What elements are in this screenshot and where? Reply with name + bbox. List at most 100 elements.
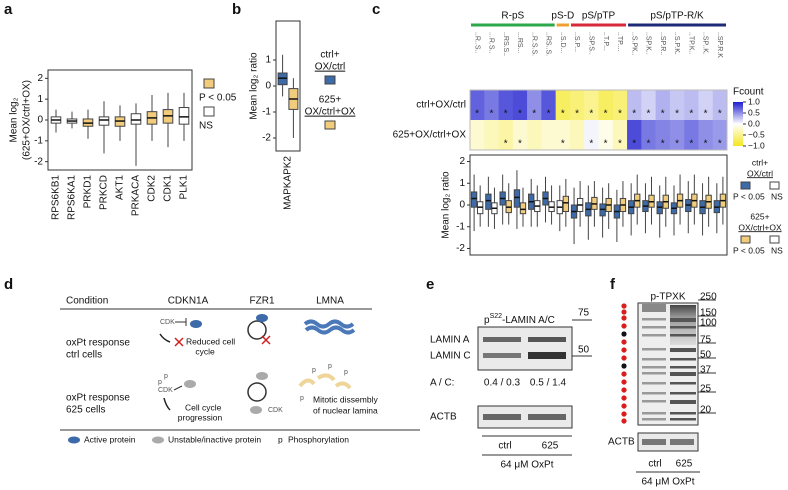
lamina — [298, 373, 352, 390]
note: Mitotic dissembly — [313, 394, 378, 404]
motif-label: ..SP.S.. — [588, 32, 595, 55]
heat-cell — [512, 90, 528, 121]
band-dot — [621, 323, 627, 329]
p-label: p — [344, 369, 348, 376]
heat-cell — [712, 90, 728, 121]
legend-label: OX/ctrl — [315, 62, 346, 73]
motif-label: ..S.D... — [559, 32, 566, 53]
legend-label: Unstable/inactive protein — [168, 434, 261, 444]
y-axis-label: (625+OX/ctrl+OX) — [22, 80, 33, 160]
band — [670, 372, 696, 376]
diagram: Condition CDKN1A FZR1 LMNA oxPt response… — [60, 296, 420, 444]
star: * — [604, 109, 608, 120]
box — [98, 116, 110, 126]
legend-label: P < 0.05 — [733, 191, 765, 201]
x-tick-label: PRKACA — [131, 175, 142, 216]
star: * — [718, 139, 722, 150]
p-label: p — [158, 379, 162, 386]
colorbar-label: −1.0 — [748, 140, 765, 150]
star: * — [632, 139, 636, 150]
treatment: 64 μM OxPt — [501, 460, 554, 471]
box — [130, 113, 142, 125]
band — [670, 392, 696, 395]
x-tick-label: MAPKAPK2 — [283, 156, 294, 210]
legend-label: ctrl+ — [752, 157, 768, 167]
note: Cell cycle — [185, 402, 222, 412]
star: * — [589, 139, 593, 150]
y-tick-label: -1 — [34, 135, 43, 146]
star: * — [518, 139, 522, 150]
band-dot — [621, 418, 627, 424]
legend-label: P < 0.05 — [199, 93, 237, 104]
band — [670, 318, 696, 322]
y-tick-label: 1 — [459, 178, 465, 189]
band-dot — [621, 371, 627, 377]
star: * — [561, 139, 565, 150]
box — [519, 202, 527, 215]
p-label: p — [312, 367, 316, 374]
group-label: R-pS — [501, 11, 524, 22]
legend-swatch — [68, 436, 80, 444]
p-label: p — [328, 363, 332, 370]
star: * — [632, 109, 636, 120]
heat-cell — [698, 120, 714, 151]
band-dot — [621, 315, 627, 321]
motif-label: ..S.P... — [573, 32, 580, 52]
motif-label: ..S.PK.. — [630, 32, 637, 56]
smear — [670, 305, 696, 345]
y-tick-label: 0 — [459, 200, 465, 211]
heat-cell — [498, 90, 514, 121]
lane-label: 625 — [542, 441, 559, 452]
cdk-label: CDK — [268, 407, 283, 414]
x-tick-label: AKT1 — [115, 175, 126, 200]
panel-letter: b — [232, 1, 241, 18]
x-tick-label: CDK2 — [147, 175, 158, 202]
y-tick-label: 1 — [37, 94, 43, 105]
band-dot — [621, 395, 627, 401]
marker: 50 — [700, 350, 712, 361]
motif-label: ..T.P... — [602, 32, 609, 51]
lane-label: ctrl — [498, 441, 511, 452]
band-dot — [621, 347, 627, 353]
heat-cell — [684, 120, 699, 151]
group-label: pS-D — [551, 11, 574, 22]
condition: oxPt response — [66, 393, 130, 404]
band-dot — [621, 403, 627, 409]
band — [483, 414, 521, 420]
star: * — [518, 109, 522, 120]
star: * — [704, 139, 708, 150]
band — [642, 412, 666, 415]
row-label: ctrl+OX/ctrl — [416, 100, 466, 111]
heat-cell — [541, 120, 556, 151]
note: Reduced cell — [186, 336, 235, 346]
x-tick-label: RPS6KA1 — [67, 175, 78, 220]
heat-cell — [598, 90, 614, 121]
band-dot — [621, 363, 627, 369]
heat-cell — [684, 90, 699, 121]
inactive-protein — [184, 380, 196, 388]
star: * — [675, 139, 679, 150]
y-tick-label: 0 — [37, 115, 43, 126]
lane-label: ctrl — [648, 459, 661, 470]
note: progression — [178, 412, 223, 422]
legend-swatch — [203, 106, 215, 117]
box — [513, 189, 521, 208]
heat-cell — [527, 120, 542, 151]
lamina — [304, 325, 356, 335]
panel-letter: a — [4, 1, 13, 18]
band — [483, 337, 521, 342]
band-dot — [621, 331, 627, 337]
blot-title: pS22-LAMIN A/C — [484, 313, 555, 326]
band-dot — [621, 411, 627, 417]
header: LMNA — [316, 296, 344, 307]
star: * — [689, 109, 693, 120]
heat-cell — [484, 90, 499, 121]
star: * — [661, 109, 665, 120]
star: * — [504, 139, 508, 150]
star: * — [689, 139, 693, 150]
plot-frame — [275, 20, 301, 152]
star: * — [661, 139, 665, 150]
marker: 20 — [700, 405, 712, 416]
cross — [174, 337, 184, 347]
